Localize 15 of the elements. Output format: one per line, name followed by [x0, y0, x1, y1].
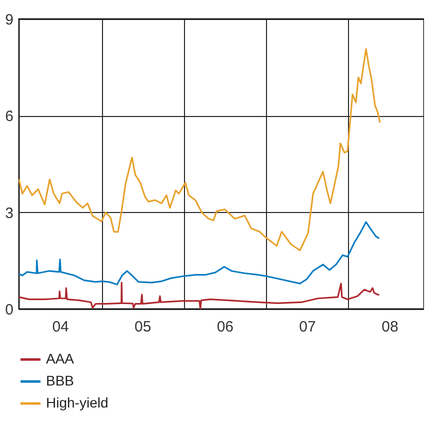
legend-label: BBB — [46, 372, 74, 388]
x-tick-label: 06 — [216, 318, 234, 336]
line-series — [18, 48, 381, 252]
y-tick-label: 6 — [5, 108, 14, 126]
line-series — [18, 282, 380, 310]
y-tick-label: 9 — [5, 12, 14, 28]
line-series — [18, 221, 380, 286]
x-tick-label: 07 — [299, 318, 316, 336]
y-tick-label: 0 — [5, 302, 14, 318]
legend-label: AAA — [46, 350, 75, 366]
legend-label: High-yield — [46, 394, 108, 410]
x-tick-label: 05 — [134, 318, 152, 336]
x-tick-label: 08 — [382, 318, 398, 336]
y-tick-label: 3 — [5, 204, 14, 222]
x-tick-label: 04 — [52, 318, 69, 336]
